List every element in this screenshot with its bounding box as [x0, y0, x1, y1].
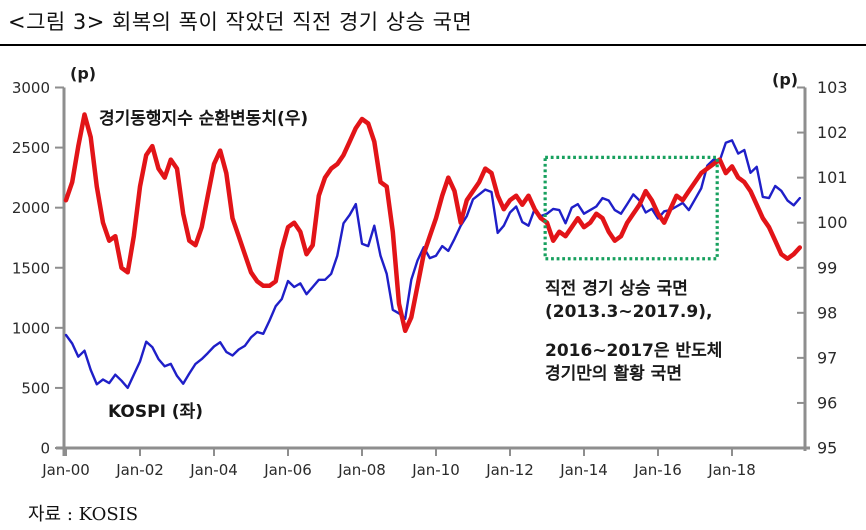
- right-axis-tick-label: 98: [817, 303, 837, 322]
- source-note: 자료 : KOSIS: [28, 504, 139, 525]
- x-axis-tick-label: Jan-06: [263, 461, 312, 479]
- x-axis-tick-label: Jan-18: [707, 461, 756, 479]
- x-axis-tick-label: Jan-08: [337, 461, 386, 479]
- x-axis-tick-label: Jan-00: [41, 461, 90, 479]
- left-axis-tick-label: 0: [40, 440, 50, 458]
- x-axis-tick-label: Jan-16: [633, 461, 682, 479]
- title-divider-rule: [0, 44, 866, 46]
- right-axis-tick-label: 101: [817, 168, 848, 187]
- x-axis-tick-label: Jan-14: [559, 461, 608, 479]
- x-axis-tick-label: Jan-02: [115, 461, 164, 479]
- series-label-kospi: KOSPI (좌): [108, 402, 203, 422]
- annotation-line-1: 직전 경기 상승 국면: [545, 279, 688, 299]
- series-label-coincident-index: 경기동행지수 순환변동치(우): [99, 109, 309, 129]
- kospi-line: [64, 139, 801, 390]
- coincident-index-line: [63, 112, 803, 334]
- right-axis-tick-label: 102: [817, 123, 848, 142]
- annotation-line-3: 2016~2017은 반도체: [545, 340, 723, 361]
- left-axis-tick-label: 2500: [12, 139, 50, 157]
- annotation-line-4: 경기만의 활황 국면: [545, 363, 682, 384]
- left-axis-tick-label: 2000: [12, 199, 50, 217]
- right-axis-tick-label: 97: [817, 348, 837, 367]
- right-axis-tick-label: 100: [817, 213, 848, 232]
- figure-title: <그림 3> 회복의 폭이 작았던 직전 경기 상승 국면: [8, 10, 473, 34]
- right-axis-tick-label: 96: [817, 393, 837, 412]
- right-axis-tick-label: 103: [817, 78, 848, 97]
- right-axis-tick-label: 99: [817, 258, 837, 277]
- upturn-phase-highlight-box: [543, 155, 719, 261]
- right-axis-unit-label: (p): [772, 70, 799, 89]
- x-axis-tick-label: Jan-10: [411, 461, 460, 479]
- left-axis-tick-label: 1500: [12, 259, 50, 277]
- right-axis-tick-label: 95: [817, 439, 837, 458]
- left-axis-tick-label: 3000: [12, 79, 50, 97]
- highlight-annotation: 직전 경기 상승 국면 (2013.3~2017.9), 2016~2017은 …: [545, 278, 722, 386]
- x-axis-tick-label: Jan-04: [189, 461, 238, 479]
- annotation-line-2: (2013.3~2017.9),: [545, 301, 713, 322]
- left-axis-tick-label: 500: [21, 379, 50, 397]
- left-axis-tick-label: 1000: [12, 319, 50, 337]
- left-axis-unit-label: (p): [70, 64, 97, 83]
- x-axis-tick-label: Jan-12: [485, 461, 534, 479]
